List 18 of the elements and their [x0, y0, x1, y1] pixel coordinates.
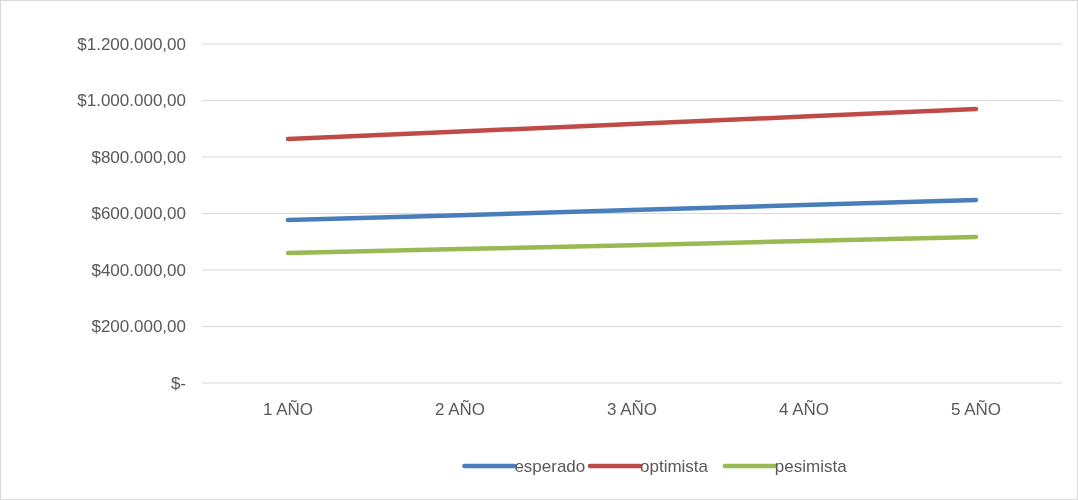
x-tick-label: 1 AÑO [262, 400, 314, 419]
x-tick-label: 5 AÑO [950, 400, 1002, 419]
y-tick-label: $400.000,00 [91, 260, 186, 280]
y-tick-label: $- [170, 373, 186, 393]
y-tick-label: $200.000,00 [91, 317, 186, 337]
line-series [285, 234, 979, 256]
y-tick-label: $600.000,00 [91, 204, 186, 224]
legend-label: esperado [514, 456, 586, 476]
line-series [285, 197, 979, 223]
y-tick-label: $800.000,00 [91, 147, 186, 167]
legend-label: optimista [640, 456, 709, 476]
line-series [285, 106, 979, 142]
legend-label: pesimista [774, 456, 848, 476]
x-tick-label: 4 AÑO [778, 400, 830, 419]
y-tick-label: $1.000.000,00 [77, 91, 186, 111]
x-tick-label: 2 AÑO [434, 400, 486, 419]
x-tick-label: 3 AÑO [606, 400, 658, 419]
y-tick-label: $1.200.000,00 [77, 34, 186, 54]
